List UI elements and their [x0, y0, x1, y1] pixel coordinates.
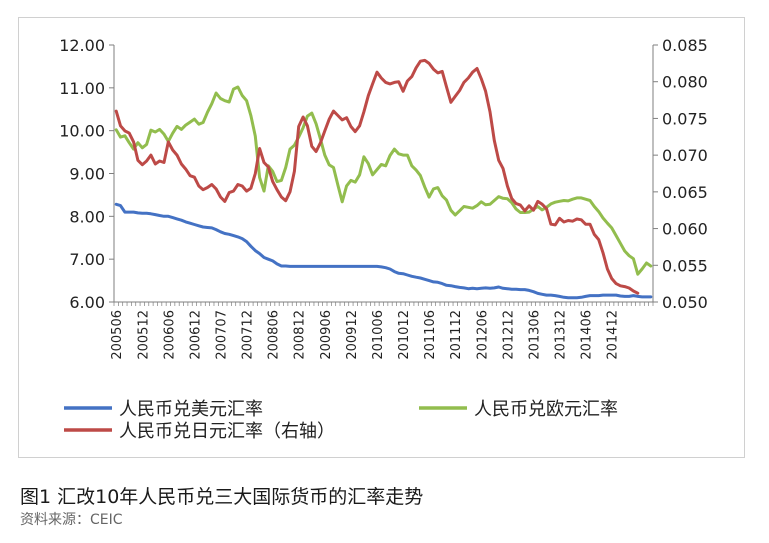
- x-tick-label: 200812: [293, 310, 308, 360]
- left-tick-label: 12.00: [59, 36, 105, 55]
- right-tick-label: 0.055: [662, 256, 708, 275]
- x-tick-label: 201012: [397, 310, 412, 360]
- series-line-jpy: [114, 58, 640, 295]
- legend-label-jpy: 人民币兑日元汇率（右轴）: [119, 421, 335, 442]
- x-tick-label: 201306: [527, 310, 542, 360]
- left-tick-label: 10.00: [59, 122, 105, 141]
- x-tick-label: 200612: [188, 310, 203, 360]
- x-tick-label: 201406: [580, 310, 595, 360]
- x-tick-label: 201112: [449, 310, 464, 360]
- x-tick-label: 200912: [345, 310, 360, 360]
- left-tick-label: 7.00: [69, 250, 105, 269]
- x-tick-label: 200906: [319, 310, 334, 360]
- x-tick-label: 200712: [241, 310, 256, 360]
- figure-caption: 图1 汇改10年人民币兑三大国际货币的汇率走势: [20, 486, 424, 508]
- left-tick-label: 11.00: [59, 79, 105, 98]
- left-tick-label: 8.00: [69, 207, 105, 226]
- series-lines-group: [114, 58, 653, 300]
- legend-label-eur: 人民币兑欧元汇率: [474, 399, 618, 420]
- right-tick-label: 0.050: [662, 293, 708, 312]
- right-tick-label: 0.075: [662, 109, 708, 128]
- series-line-eur: [114, 85, 653, 276]
- x-tick-label: 201212: [501, 310, 516, 360]
- right-tick-label: 0.060: [662, 220, 708, 239]
- x-tick-label: 200506: [110, 310, 125, 360]
- legend-label-usd: 人民币兑美元汇率: [119, 399, 263, 420]
- x-tick-label: 201206: [475, 310, 490, 360]
- x-tick-label: 200806: [267, 310, 282, 360]
- x-tick-label: 200707: [214, 310, 229, 360]
- right-tick-label: 0.085: [662, 36, 708, 55]
- right-tick-label: 0.080: [662, 73, 708, 92]
- axes-group: 6.00 7.00 8.00 9.00 10.00 11.00 12.00 0.050 0.05…: [59, 36, 708, 360]
- x-tick-label: 201312: [554, 310, 569, 360]
- exchange-rate-chart: 6.00 7.00 8.00 9.00 10.00 11.00 12.00 0.050 0.05…: [59, 36, 708, 442]
- x-tick-label: 200512: [136, 310, 151, 360]
- left-tick-label: 9.00: [69, 165, 105, 184]
- x-tick-label: 201106: [423, 310, 438, 360]
- source-note: 资料来源：CEIC: [20, 512, 123, 528]
- x-tick-label: 201412: [606, 310, 621, 360]
- x-tick-label: 200606: [162, 310, 177, 360]
- chart-frame: 6.00 7.00 8.00 9.00 10.00 11.00 12.00 0.050 0.05…: [18, 17, 745, 458]
- right-tick-label: 0.070: [662, 146, 708, 165]
- left-tick-label: 6.00: [69, 293, 105, 312]
- right-tick-label: 0.065: [662, 183, 708, 202]
- x-tick-label: 201006: [371, 310, 386, 360]
- series-line-usd: [114, 202, 653, 300]
